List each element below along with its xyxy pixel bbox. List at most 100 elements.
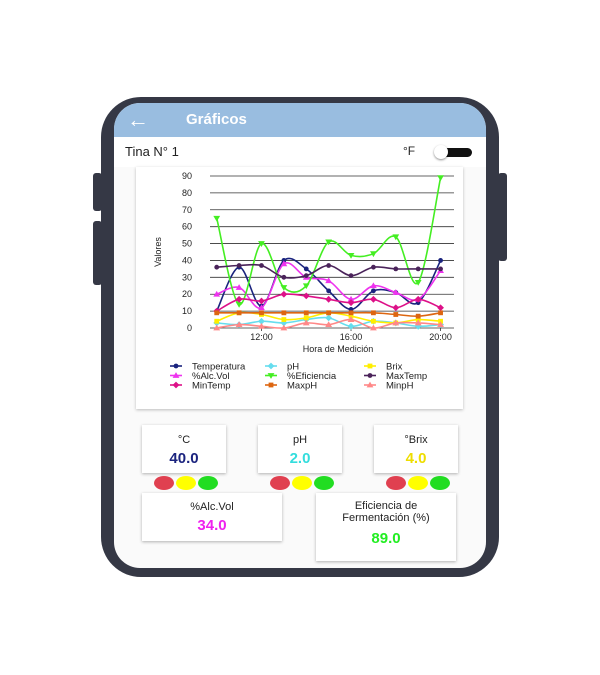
ph-card: pH 2.0 (258, 425, 342, 473)
data-point-eficiencia (437, 175, 444, 182)
legend-marker-maxph (268, 382, 274, 388)
x-axis-label: Hora de Medición (303, 344, 374, 354)
alcohol-card: %Alc.Vol 34.0 (142, 493, 282, 541)
data-point-minph (414, 319, 422, 326)
data-point-maxph (371, 310, 376, 316)
legend-label-ph: pH (287, 362, 299, 373)
y-tick-label: 50 (182, 239, 192, 249)
data-point-ph (347, 322, 355, 330)
data-point-mintemp (280, 290, 288, 298)
app-screen: ← Gráficos Tina N° 1 °F 0 10 20 30 40 50 60 70 8… (114, 103, 486, 568)
data-point-minph (437, 321, 444, 328)
data-point-eficiencia (347, 252, 355, 259)
data-point-alcvol (235, 284, 243, 290)
data-point-temperatura (438, 258, 443, 263)
efficiency-value: 89.0 (371, 530, 401, 547)
legend-marker-mintemp (172, 381, 180, 389)
data-point-maxph (348, 310, 354, 316)
temperature-value: 40.0 (169, 450, 199, 467)
data-point-eficiencia (392, 234, 400, 241)
data-point-alcvol (370, 282, 377, 289)
phone-side-button-left-1 (93, 173, 102, 211)
yellow-indicator (408, 476, 428, 490)
data-point-brix (281, 317, 287, 322)
legend-label-minph: MinpH (386, 381, 414, 392)
data-point-maxph (214, 310, 220, 316)
alcohol-label: %Alc.Vol (190, 501, 234, 513)
unit-toggle[interactable] (434, 145, 472, 159)
data-point-eficiencia (370, 251, 377, 258)
data-point-maxtemp (214, 264, 220, 270)
data-point-ph (325, 314, 333, 322)
data-point-eficiencia (325, 239, 333, 246)
yellow-indicator (292, 476, 312, 490)
data-point-maxph (259, 310, 264, 316)
data-point-maxph (415, 313, 421, 319)
legend-label-maxtemp: MaxTemp (386, 371, 427, 382)
legend-marker-temperatura (173, 363, 179, 369)
data-point-mintemp (325, 295, 333, 303)
red-indicator (154, 476, 174, 490)
y-tick-label: 60 (182, 222, 192, 232)
phone-side-button-left-2 (93, 221, 102, 285)
data-point-mintemp (302, 292, 310, 300)
y-tick-label: 90 (182, 171, 192, 181)
data-point-maxtemp (348, 273, 354, 279)
data-point-brix (303, 315, 309, 321)
legend-label-mintemp: MinTemp (192, 381, 231, 392)
data-point-mintemp (370, 295, 377, 303)
data-point-maxtemp (393, 266, 399, 272)
data-point-alcvol (258, 304, 265, 311)
data-point-maxtemp (438, 266, 443, 272)
back-arrow-icon[interactable]: ← (127, 107, 149, 132)
green-indicator (430, 476, 450, 490)
data-point-maxtemp (303, 273, 309, 279)
data-point-alcvol (213, 290, 221, 297)
x-tick-label: 20:00 (429, 332, 452, 342)
data-point-minph (213, 324, 221, 331)
legend-label-eficiencia: %Eficiencia (287, 371, 337, 382)
data-point-minph (302, 319, 310, 326)
data-point-maxtemp (415, 266, 421, 272)
data-point-maxtemp (371, 264, 376, 270)
red-indicator (386, 476, 406, 490)
y-tick-label: 80 (182, 188, 192, 198)
legend-label-temperatura: Temperatura (192, 362, 246, 373)
data-point-mintemp (258, 297, 265, 305)
efficiency-card: Eficiencia de Fermentación (%) 89.0 (316, 493, 456, 561)
y-tick-label: 20 (182, 289, 192, 299)
data-point-mintemp (392, 304, 400, 312)
fahrenheit-label: °F (403, 144, 416, 158)
data-point-alcvol (325, 277, 333, 284)
data-point-minph (325, 321, 333, 328)
data-point-alcvol (280, 260, 288, 267)
data-point-eficiencia (414, 280, 422, 286)
data-point-temperatura (371, 288, 376, 294)
data-point-minph (370, 324, 377, 331)
y-tick-label: 0 (187, 323, 192, 333)
data-point-maxph (438, 310, 443, 316)
data-point-temperatura (326, 288, 332, 294)
data-point-temperatura (303, 266, 309, 272)
data-point-eficiencia (302, 283, 310, 290)
data-point-minph (280, 324, 288, 331)
data-point-mintemp (347, 299, 355, 307)
ph-value: 2.0 (289, 450, 311, 467)
data-point-maxph (326, 310, 332, 316)
data-point-brix (371, 318, 376, 324)
temperature-label: °C (177, 434, 191, 446)
efficiency-label: Eficiencia de Fermentación (%) (342, 500, 430, 524)
tank-bar: Tina N° 1 °F (114, 137, 486, 167)
data-point-mintemp (414, 295, 422, 303)
brix-label: °Brix (404, 434, 428, 446)
legend-marker-minph (366, 381, 374, 388)
data-point-maxph (236, 310, 242, 316)
x-tick-label: 16:00 (340, 332, 363, 342)
brix-card: °Brix 4.0 (374, 425, 458, 473)
data-point-minph (347, 316, 355, 322)
app-bar: ← Gráficos (114, 103, 486, 137)
brix-status-indicator (386, 476, 452, 490)
data-point-mintemp (235, 295, 243, 303)
legend-marker-alcvol (172, 372, 180, 378)
data-point-eficiencia (258, 241, 265, 247)
